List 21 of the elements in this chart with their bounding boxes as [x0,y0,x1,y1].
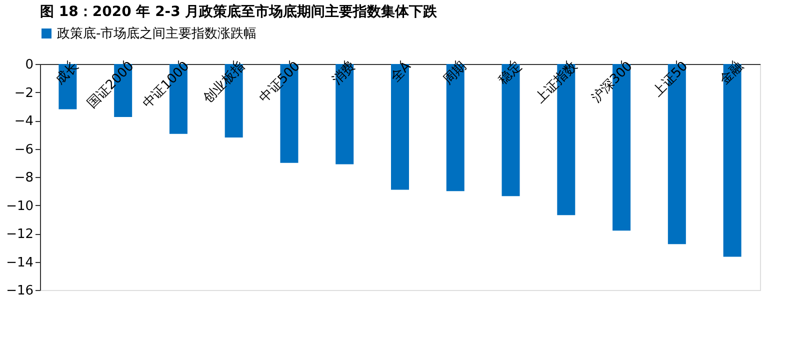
y-tick-label: −10 [6,198,34,214]
chart-title: 图 18：2020 年 2-3 月政策底至市场底期间主要指数集体下跌 [40,3,438,20]
x-tick-label: 全A [388,58,414,86]
x-tick-label: 金融 [717,59,746,88]
x-tick-label: 创业板指 [200,59,248,106]
legend-label: 政策底-市场底之间主要指数涨跌幅 [57,26,257,42]
x-tick-label: 上证50 [650,59,692,100]
y-tick-label: −2 [14,86,34,101]
x-tick-label: 稳定 [496,59,525,88]
x-tick-label: 消费 [330,59,359,88]
y-tick-label: −4 [14,114,34,129]
y-tick-label: −14 [6,255,34,270]
x-tick-label: 沪深300 [588,58,636,106]
x-tick-label: 上证指数 [532,59,580,106]
y-tick-label: 0 [25,58,34,72]
y-tick-label: −16 [6,284,34,298]
x-tick-label: 成长 [52,59,82,88]
x-tick-label: 周期 [440,59,470,88]
y-tick-label: −12 [6,227,34,242]
y-tick-label: −6 [14,142,34,158]
y-tick-label: −8 [14,170,34,186]
